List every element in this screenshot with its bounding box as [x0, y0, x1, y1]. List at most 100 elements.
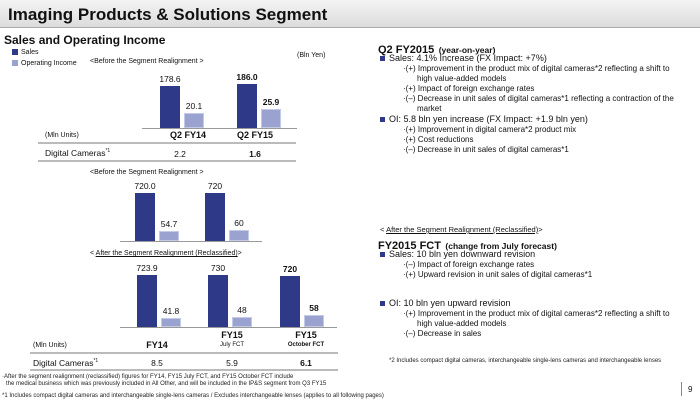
- title-suffix: >: [237, 250, 242, 257]
- legend-swatch-oi: [12, 60, 18, 67]
- table1-value: 1.6: [249, 149, 261, 159]
- tag-suffix: >: [538, 225, 543, 234]
- data-label-sales: 720: [282, 263, 298, 274]
- category-label: Q2 FY14: [170, 130, 207, 140]
- heading-sub: (year-on-year): [438, 45, 496, 55]
- footnote-ref: *1: [105, 148, 111, 155]
- sub-item: ·(–) Decrease in unit sales of digital c…: [403, 145, 569, 154]
- bar-sales: [208, 275, 228, 327]
- divider: [30, 352, 338, 354]
- fct-tag: < After the Segment Realignment (Reclass…: [380, 225, 543, 234]
- page-number: 9: [688, 385, 693, 394]
- x-axis: [120, 327, 337, 328]
- legend-label: Sales: [21, 49, 39, 56]
- heading: FY2015 FCT: [378, 240, 441, 252]
- footnote: *2 Includes compact digital cameras, int…: [389, 358, 662, 364]
- data-label-oi: 20.1: [185, 101, 203, 111]
- category-label: FY15: [221, 330, 243, 340]
- bullet-text: Sales: 10 bln yen downward revision: [389, 249, 536, 259]
- bar-oi: [304, 314, 324, 327]
- data-label-sales: 723.9: [136, 263, 158, 274]
- bullet-text: Sales: 4.1% Increase (FX Impact: +7%): [389, 53, 547, 63]
- divider: [30, 369, 338, 371]
- data-label-oi: 41.8: [162, 306, 180, 316]
- footnote-ref: *1: [93, 358, 99, 365]
- title-prefix: <: [90, 250, 96, 257]
- heading: Q2 FY2015: [378, 44, 435, 56]
- fct-heading: FY2015 FCT (change from July forecast): [378, 236, 557, 254]
- data-label-oi: 54.7: [160, 219, 178, 229]
- row-label: Digital Cameras: [45, 148, 106, 158]
- chart-title: <Before the Segment Realignment >: [90, 58, 204, 65]
- data-label-sales: 186.0: [236, 72, 258, 82]
- section-title: Sales and Operating Income: [4, 33, 166, 47]
- table1-value: 2.2: [174, 149, 186, 159]
- title-bar: [0, 0, 700, 28]
- q2-sales-bullet: Sales: 4.1% Increase (FX Impact: +7%): [380, 53, 547, 63]
- x-axis: [120, 241, 262, 242]
- table2-value: 5.9: [226, 358, 238, 368]
- divider: [38, 160, 296, 162]
- table2-unit: (Mln Units): [33, 342, 67, 349]
- bar-oi: [261, 108, 281, 128]
- bullet-icon: [380, 56, 385, 62]
- bar-sales: [237, 84, 257, 128]
- title-text: After the Segment Realignment (Reclassif…: [95, 250, 238, 257]
- bar-sales: [135, 193, 155, 241]
- sub-item: ·(–) Decrease in sales: [403, 329, 482, 338]
- legend-sales: Sales: [12, 49, 39, 56]
- category-label: FY15: [295, 330, 317, 340]
- category-label: FY14: [146, 340, 168, 350]
- table2-row-label: Digital Cameras*1: [33, 358, 98, 368]
- chart-title: < After the Segment Realignment (Reclass…: [90, 250, 242, 257]
- data-label-sales: 720: [207, 181, 223, 191]
- bullet-icon: [380, 301, 385, 307]
- legend-label: Operating Income: [21, 60, 77, 67]
- footnote: the medical business which was previousl…: [6, 381, 327, 387]
- q2-oi-items: ·(+) Improvement in digital camera*2 pro…: [403, 125, 576, 155]
- sub-item: ·(+) Impact of foreign exchange rates: [403, 84, 535, 93]
- category-label: Q2 FY15: [237, 130, 274, 140]
- sub-item: high value-added models: [417, 319, 507, 328]
- bar-sales: [280, 275, 300, 327]
- q2-oi-bullet: OI: 5.8 bln yen increase (FX Impact: +1.…: [380, 114, 588, 124]
- bar-sales: [160, 85, 180, 128]
- table2-value: 6.1: [300, 358, 312, 368]
- row-label: Digital Cameras: [33, 358, 94, 368]
- data-label-oi: 25.9: [262, 96, 280, 107]
- bar-oi: [232, 316, 252, 327]
- data-label-oi: 58: [309, 302, 319, 313]
- bullet-icon: [380, 252, 385, 258]
- tag-prefix: <: [380, 225, 387, 234]
- page-divider: [681, 382, 682, 396]
- table2-value: 8.5: [151, 358, 163, 368]
- page-title: Imaging Products & Solutions Segment: [8, 5, 328, 24]
- bar-sales: [137, 275, 157, 327]
- data-label-sales: 178.6: [159, 73, 181, 84]
- unit-label: (Bln Yen): [297, 52, 326, 59]
- data-label-oi: 48: [237, 304, 247, 315]
- bar-oi: [184, 113, 204, 128]
- fct-sales-items: ·(–) Impact of foreign exchange rates ·(+…: [403, 260, 592, 280]
- data-label-oi: 60: [234, 218, 244, 229]
- bullet-text: OI: 5.8 bln yen increase (FX Impact: +1.…: [389, 114, 588, 124]
- x-axis: [142, 128, 297, 129]
- q2-sales-items: ·(+) Improvement in the product mix of d…: [403, 64, 674, 114]
- sub-item: ·(–) Decrease in unit sales of digital c…: [403, 94, 674, 103]
- q2-heading: Q2 FY2015 (year-on-year): [378, 40, 495, 58]
- data-label-sales: 720.0: [134, 181, 156, 191]
- sub-item: ·(+) Cost reductions: [403, 135, 474, 144]
- bullet-text: OI: 10 bln yen upward revision: [389, 298, 511, 308]
- sub-item: market: [417, 104, 442, 113]
- table1-unit: (Mln Units): [45, 132, 79, 139]
- sub-item: ·(+) Improvement in digital camera*2 pro…: [403, 125, 577, 134]
- legend-oi: Operating Income: [12, 60, 77, 67]
- footnote: *1 Includes compact digital cameras and …: [2, 393, 384, 399]
- bullet-icon: [380, 117, 385, 123]
- legend-swatch-sales: [12, 49, 18, 56]
- sub-item: ·(+) Improvement in the product mix of d…: [403, 309, 670, 318]
- bar-oi: [229, 230, 249, 241]
- divider: [38, 142, 296, 144]
- bar-oi: [159, 231, 179, 241]
- sub-item: ·(+) Improvement in the product mix of d…: [403, 64, 670, 73]
